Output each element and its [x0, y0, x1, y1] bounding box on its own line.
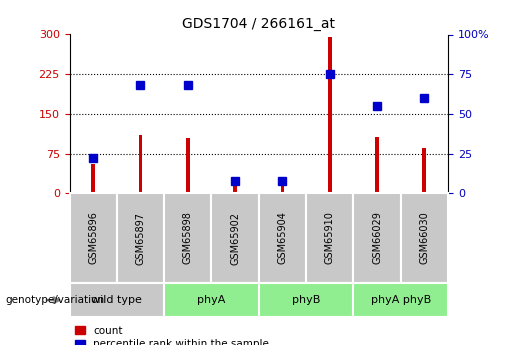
Bar	[139, 135, 142, 193]
FancyBboxPatch shape	[212, 193, 259, 283]
FancyBboxPatch shape	[117, 193, 164, 283]
Text: GSM66029: GSM66029	[372, 211, 382, 265]
Bar	[186, 138, 190, 193]
FancyBboxPatch shape	[306, 193, 353, 283]
Bar	[91, 164, 95, 193]
Bar	[328, 37, 332, 193]
Text: GSM65898: GSM65898	[183, 211, 193, 265]
Bar	[422, 148, 426, 193]
Text: genotype/variation: genotype/variation	[5, 295, 104, 305]
FancyBboxPatch shape	[70, 193, 117, 283]
Title: GDS1704 / 266161_at: GDS1704 / 266161_at	[182, 17, 335, 31]
FancyBboxPatch shape	[164, 283, 259, 317]
Text: phyA: phyA	[197, 295, 226, 305]
Text: GSM65897: GSM65897	[135, 211, 146, 265]
FancyBboxPatch shape	[70, 283, 164, 317]
Text: GSM65896: GSM65896	[88, 211, 98, 265]
FancyBboxPatch shape	[164, 193, 212, 283]
FancyBboxPatch shape	[401, 193, 448, 283]
Bar	[375, 137, 379, 193]
Bar	[281, 185, 284, 193]
Text: GSM65904: GSM65904	[278, 211, 287, 265]
Legend: count, percentile rank within the sample: count, percentile rank within the sample	[75, 326, 269, 345]
Text: phyA phyB: phyA phyB	[371, 295, 431, 305]
Text: GSM65902: GSM65902	[230, 211, 240, 265]
FancyBboxPatch shape	[259, 283, 353, 317]
Text: GSM65910: GSM65910	[325, 211, 335, 265]
Text: wild type: wild type	[91, 295, 142, 305]
Text: phyB: phyB	[292, 295, 320, 305]
FancyBboxPatch shape	[353, 193, 401, 283]
Bar	[233, 184, 237, 193]
Text: GSM66030: GSM66030	[419, 212, 430, 264]
FancyBboxPatch shape	[259, 193, 306, 283]
FancyBboxPatch shape	[353, 283, 448, 317]
